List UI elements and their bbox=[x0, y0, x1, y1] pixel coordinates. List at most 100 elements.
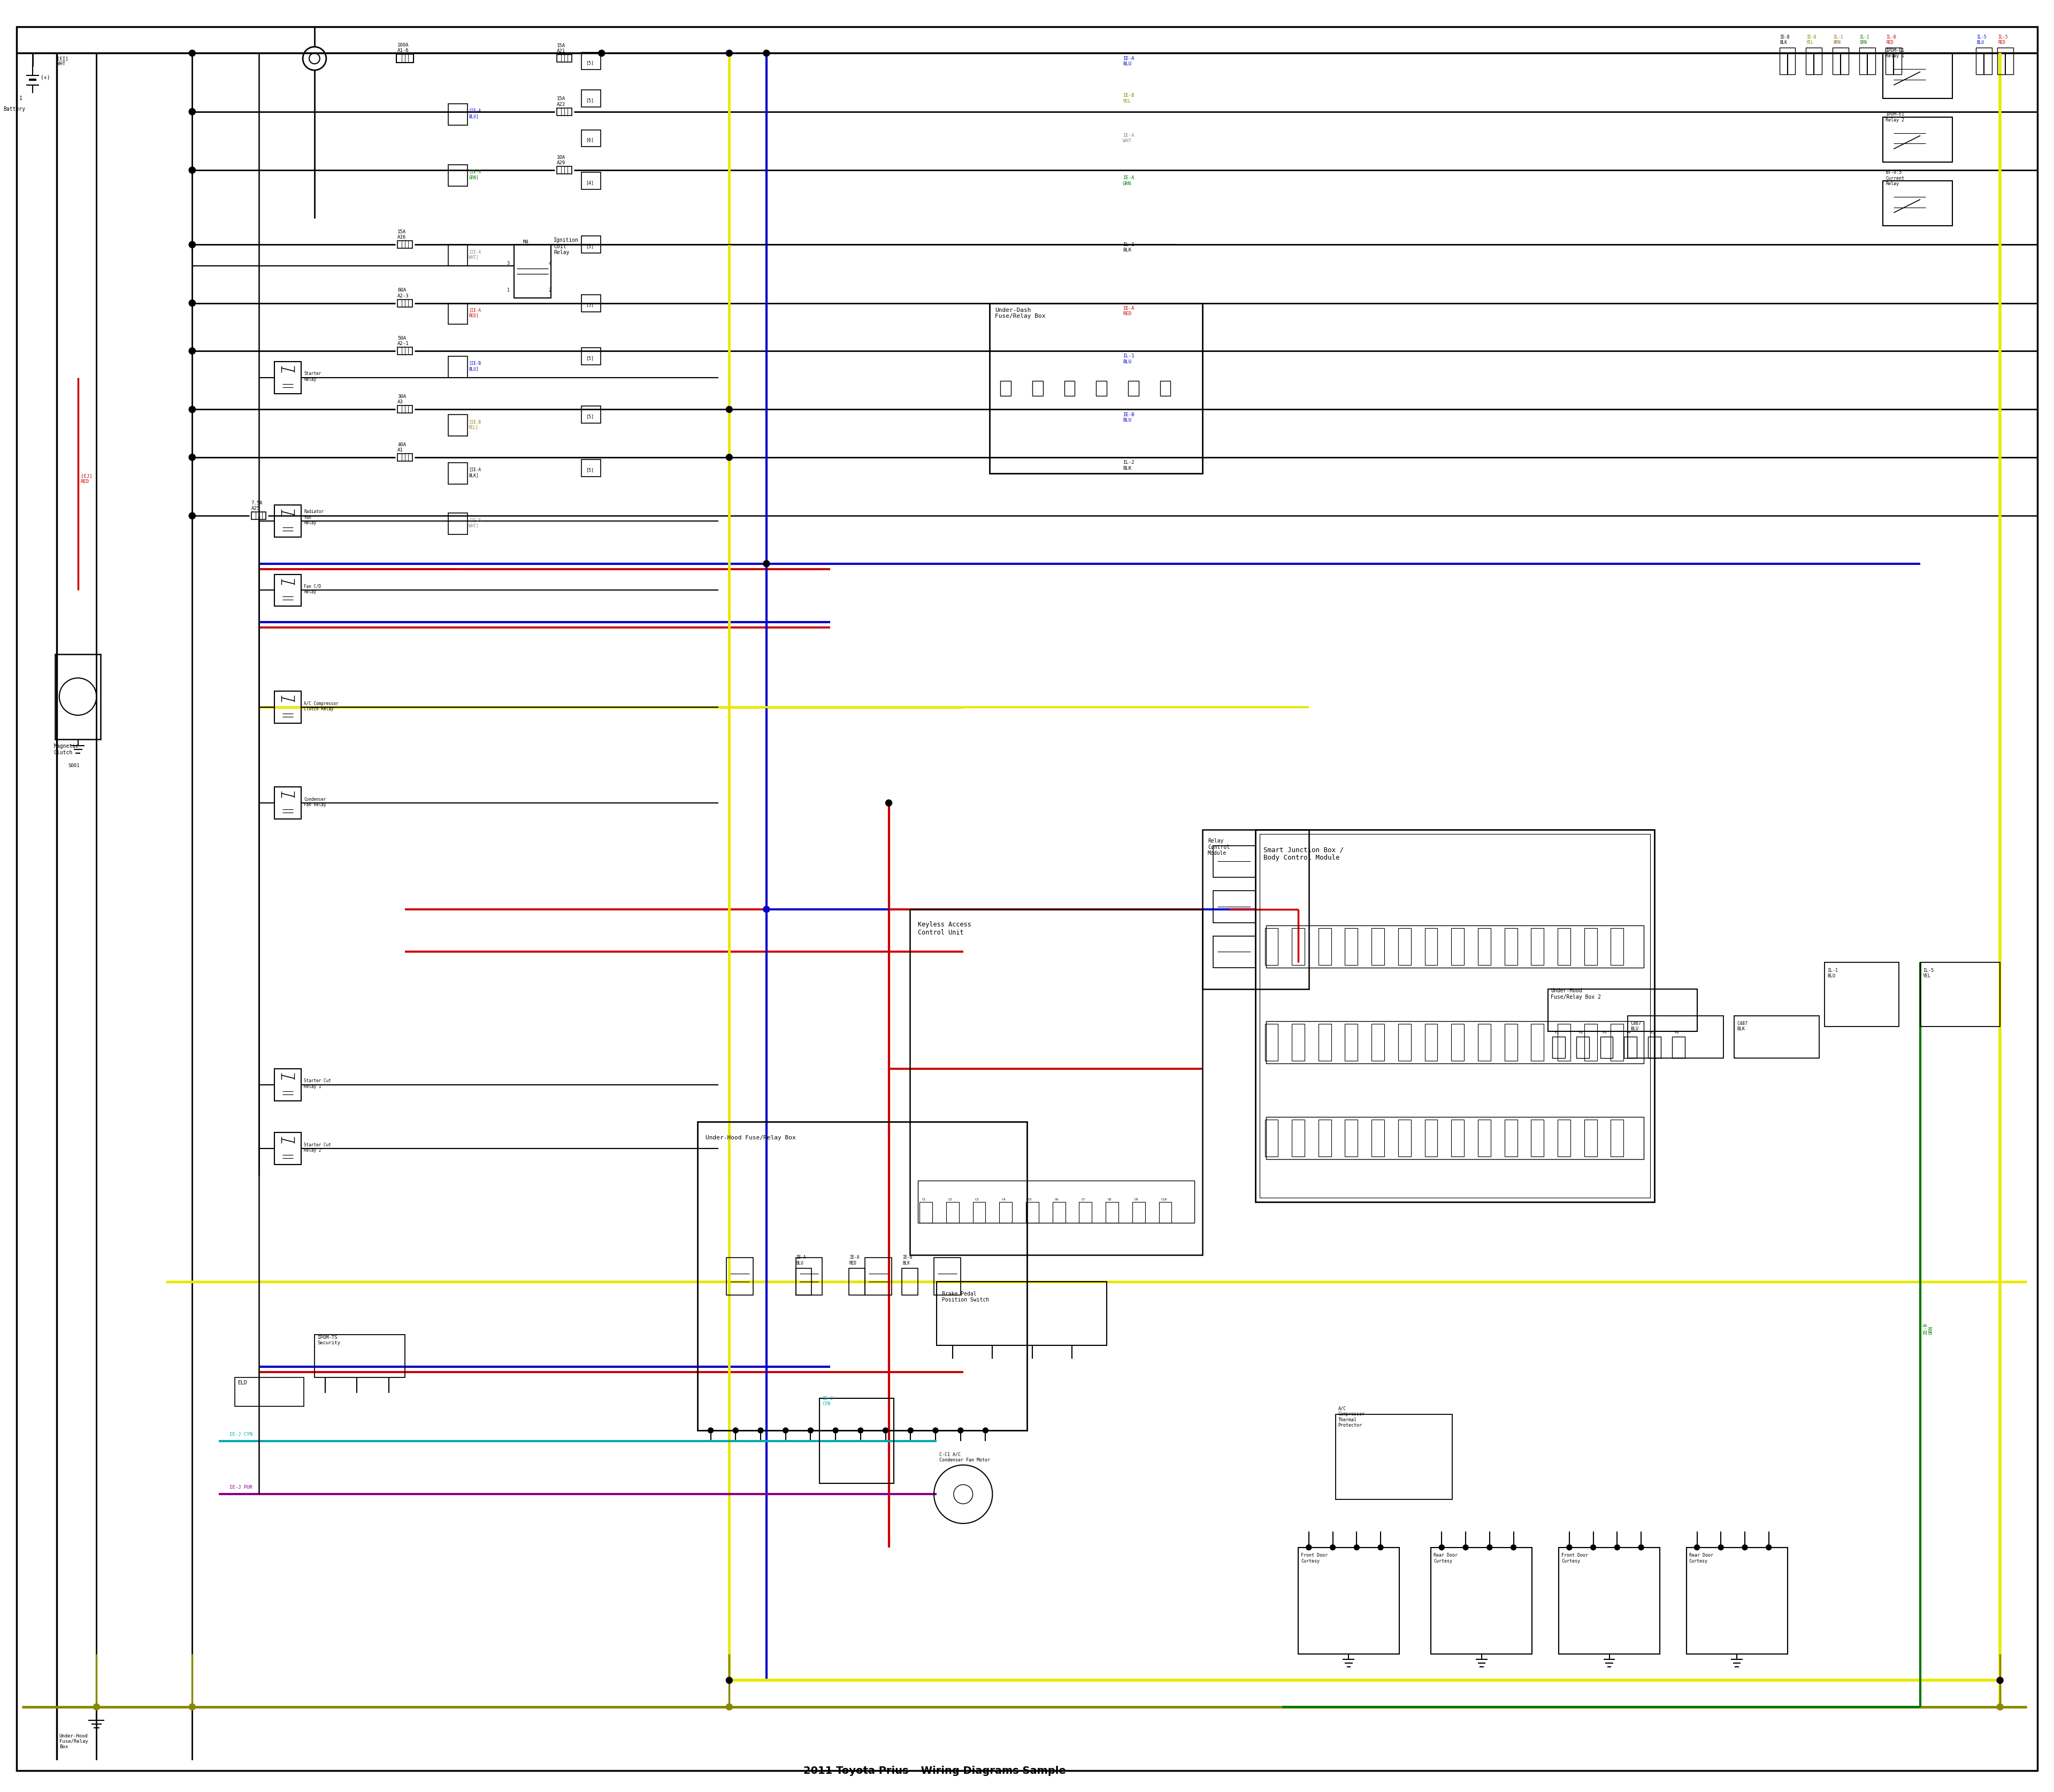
Bar bbox=[1886, 48, 1902, 75]
Circle shape bbox=[189, 242, 195, 247]
Text: 10A
A29: 10A A29 bbox=[557, 154, 565, 165]
Bar bbox=[581, 407, 600, 423]
Bar bbox=[1292, 1023, 1304, 1061]
Bar bbox=[795, 1258, 822, 1296]
Circle shape bbox=[725, 453, 733, 461]
Bar bbox=[448, 244, 468, 265]
Text: A/C Compressor
Clutch Relay: A/C Compressor Clutch Relay bbox=[304, 701, 339, 711]
Bar bbox=[251, 513, 267, 520]
Bar bbox=[1686, 1548, 1787, 1654]
Bar bbox=[1976, 48, 1992, 75]
Text: [EJ]
RED: [EJ] RED bbox=[80, 473, 92, 484]
Circle shape bbox=[189, 407, 195, 412]
Text: IL-5
BLU: IL-5 BLU bbox=[1976, 34, 1986, 45]
Text: IPDM-E1
Relay 2: IPDM-E1 Relay 2 bbox=[1886, 111, 1904, 122]
Text: [5]: [5] bbox=[585, 303, 594, 308]
Text: IE-A
BLU: IE-A BLU bbox=[797, 1254, 805, 1265]
Text: [5]: [5] bbox=[585, 244, 594, 249]
Circle shape bbox=[189, 348, 195, 355]
Text: [5]: [5] bbox=[585, 61, 594, 65]
Bar bbox=[581, 129, 600, 147]
Bar bbox=[1319, 928, 1331, 966]
Bar bbox=[1504, 1120, 1518, 1156]
Text: C9: C9 bbox=[1134, 1199, 1138, 1201]
Text: (+): (+) bbox=[41, 75, 49, 81]
Bar bbox=[1214, 846, 1255, 878]
Bar bbox=[1824, 962, 1900, 1027]
Circle shape bbox=[189, 453, 195, 461]
Bar bbox=[1479, 1023, 1491, 1061]
Bar bbox=[396, 54, 413, 63]
Text: Radiator
Fan
Relay: Radiator Fan Relay bbox=[304, 509, 325, 525]
Bar bbox=[1575, 1038, 1590, 1059]
Bar bbox=[1255, 830, 1653, 1202]
Bar bbox=[234, 1378, 304, 1407]
Circle shape bbox=[834, 1428, 838, 1434]
Bar bbox=[1265, 1120, 1278, 1156]
Bar bbox=[1479, 1120, 1491, 1156]
Text: C7: C7 bbox=[1080, 1199, 1085, 1201]
Bar bbox=[918, 1181, 1195, 1222]
Bar bbox=[1105, 1202, 1119, 1222]
Text: 15A
A16: 15A A16 bbox=[396, 229, 407, 240]
Text: [5]: [5] bbox=[585, 468, 594, 473]
Bar bbox=[1292, 928, 1304, 966]
Text: Rear Door
Curtesy: Rear Door Curtesy bbox=[1688, 1554, 1713, 1563]
Text: IL-1
BLU: IL-1 BLU bbox=[1828, 968, 1838, 978]
Text: C487
BLK: C487 BLK bbox=[1738, 1021, 1748, 1032]
Bar bbox=[448, 414, 468, 435]
Bar bbox=[1600, 1038, 1612, 1059]
Bar bbox=[1425, 1120, 1438, 1156]
Text: IL-B
RED: IL-B RED bbox=[1886, 34, 1896, 45]
Bar bbox=[1425, 1023, 1438, 1061]
Text: IE-A
RED: IE-A RED bbox=[850, 1254, 859, 1265]
Text: F5: F5 bbox=[1649, 1030, 1656, 1034]
Circle shape bbox=[709, 1428, 713, 1434]
Bar bbox=[581, 237, 600, 253]
Circle shape bbox=[189, 109, 195, 115]
Text: Relay
Control
Module: Relay Control Module bbox=[1208, 839, 1230, 857]
Bar bbox=[396, 240, 413, 249]
Circle shape bbox=[807, 1428, 813, 1434]
Text: Front Door
Curtesy: Front Door Curtesy bbox=[1561, 1554, 1588, 1563]
Text: Ignition
Coil
Relay: Ignition Coil Relay bbox=[555, 238, 579, 254]
Bar bbox=[448, 357, 468, 378]
Circle shape bbox=[758, 1428, 764, 1434]
Bar bbox=[1647, 1038, 1662, 1059]
Text: C-C1 A/C
Condenser Fan Motor: C-C1 A/C Condenser Fan Motor bbox=[939, 1452, 990, 1462]
Bar bbox=[1629, 1016, 1723, 1059]
Bar bbox=[275, 1133, 302, 1165]
Text: IE-B
GRN: IE-B GRN bbox=[1923, 1322, 1933, 1335]
Text: 60A
A2-3: 60A A2-3 bbox=[396, 289, 409, 297]
Text: [EI]
WHT: [EI] WHT bbox=[58, 56, 68, 66]
Bar bbox=[55, 654, 101, 738]
Bar bbox=[795, 1269, 811, 1296]
Text: IE-B
YEL: IE-B YEL bbox=[1124, 93, 1134, 104]
Bar bbox=[1161, 380, 1171, 396]
Bar bbox=[974, 1202, 986, 1222]
Bar bbox=[1479, 928, 1491, 966]
Circle shape bbox=[883, 1428, 887, 1434]
Bar bbox=[448, 165, 468, 186]
Bar bbox=[696, 1122, 1027, 1430]
Bar bbox=[275, 692, 302, 724]
Circle shape bbox=[1695, 1545, 1699, 1550]
Text: IL-5
YEL: IL-5 YEL bbox=[1923, 968, 1933, 978]
Bar bbox=[848, 1269, 865, 1296]
Text: F4: F4 bbox=[1627, 1030, 1631, 1034]
Bar bbox=[448, 303, 468, 324]
Circle shape bbox=[984, 1428, 988, 1434]
Bar bbox=[947, 1202, 959, 1222]
Text: F2: F2 bbox=[1577, 1030, 1584, 1034]
Circle shape bbox=[189, 407, 195, 412]
Text: Brake Pedal
Position Switch: Brake Pedal Position Switch bbox=[943, 1292, 990, 1303]
Bar bbox=[1610, 1023, 1623, 1061]
Bar bbox=[1530, 1120, 1545, 1156]
Text: [IE-A
RED]: [IE-A RED] bbox=[468, 308, 481, 317]
Bar bbox=[396, 348, 413, 355]
Bar bbox=[448, 104, 468, 125]
Text: 1: 1 bbox=[507, 289, 509, 292]
Bar bbox=[1214, 935, 1255, 968]
Bar bbox=[1832, 48, 1849, 75]
Text: [IE-B
YEL]: [IE-B YEL] bbox=[468, 419, 481, 430]
